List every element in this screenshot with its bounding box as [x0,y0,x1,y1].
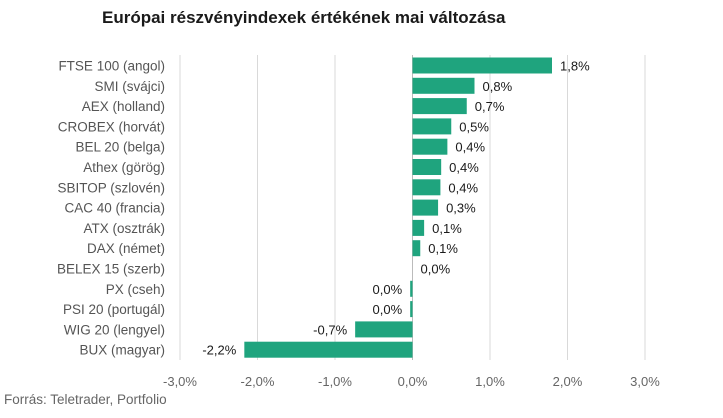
bar [244,341,413,358]
bars [244,57,552,358]
value-label: -2,2% [202,343,236,358]
bar [412,159,442,175]
source-note: Forrás: Teletrader, Portfolio [4,392,167,407]
chart-title: Európai részvényindexek értékének mai vá… [102,8,506,27]
bar [412,98,467,115]
x-tick-label: 0,0% [398,374,428,389]
category-label: SBITOP (szlovén) [57,180,165,195]
bar [412,57,552,74]
category-label: DAX (német) [87,241,165,256]
category-label: Athex (görög) [83,160,165,175]
bar [412,219,425,236]
bar [410,280,413,297]
x-tick-label: -2,0% [241,374,275,389]
value-label: 0,3% [446,201,476,216]
category-label: FTSE 100 (angol) [58,59,165,74]
category-label: AEX (holland) [82,99,165,114]
category-label: CAC 40 (francia) [64,201,165,216]
value-label: 0,1% [432,221,462,236]
category-label: CROBEX (horvát) [58,119,165,134]
bar [410,301,413,318]
value-label: 0,4% [448,180,478,195]
x-axis-tick-labels: -3,0% -2,0% -1,0% 0,0% 1,0% 2,0% 3,0% [163,374,660,389]
bar [412,77,475,94]
bar [412,240,421,257]
value-label: -0,7% [313,322,347,337]
category-label: BUX (magyar) [79,343,165,358]
category-label: ATX (osztrák) [83,221,165,236]
value-label: 0,4% [449,160,479,175]
category-label: WIG 20 (lengyel) [64,322,165,337]
category-label: BELEX 15 (szerb) [57,262,165,277]
bar [412,138,448,155]
value-label: 0,0% [421,262,451,277]
category-label: BEL 20 (belga) [75,140,165,155]
category-label: PX (cseh) [106,282,165,297]
category-label: PSI 20 (portugál) [63,302,165,317]
x-tick-label: 2,0% [553,374,583,389]
category-labels: FTSE 100 (angol) SMI (svájci) AEX (holland… [57,59,165,358]
value-label: 0,0% [373,302,403,317]
value-label: 0,8% [483,79,513,94]
bar [412,199,439,216]
x-tick-label: 3,0% [630,374,660,389]
value-label: 0,4% [455,140,485,155]
value-label: 0,1% [428,241,458,256]
category-label: SMI (svájci) [95,79,166,94]
value-label: 1,8% [560,59,590,74]
value-label: 0,7% [475,99,505,114]
x-tick-label: -3,0% [163,374,197,389]
bar [412,179,441,196]
value-label: 0,5% [459,119,489,134]
bar [355,321,413,338]
value-labels: 1,8% 0,8% 0,7% 0,5% 0,4% 0,4% 0,4% 0,3% 0,1% 0,1%… [202,59,590,358]
x-tick-label: -1,0% [318,374,352,389]
value-label: 0,0% [373,282,403,297]
x-tick-label: 1,0% [475,374,505,389]
bar [412,118,452,135]
